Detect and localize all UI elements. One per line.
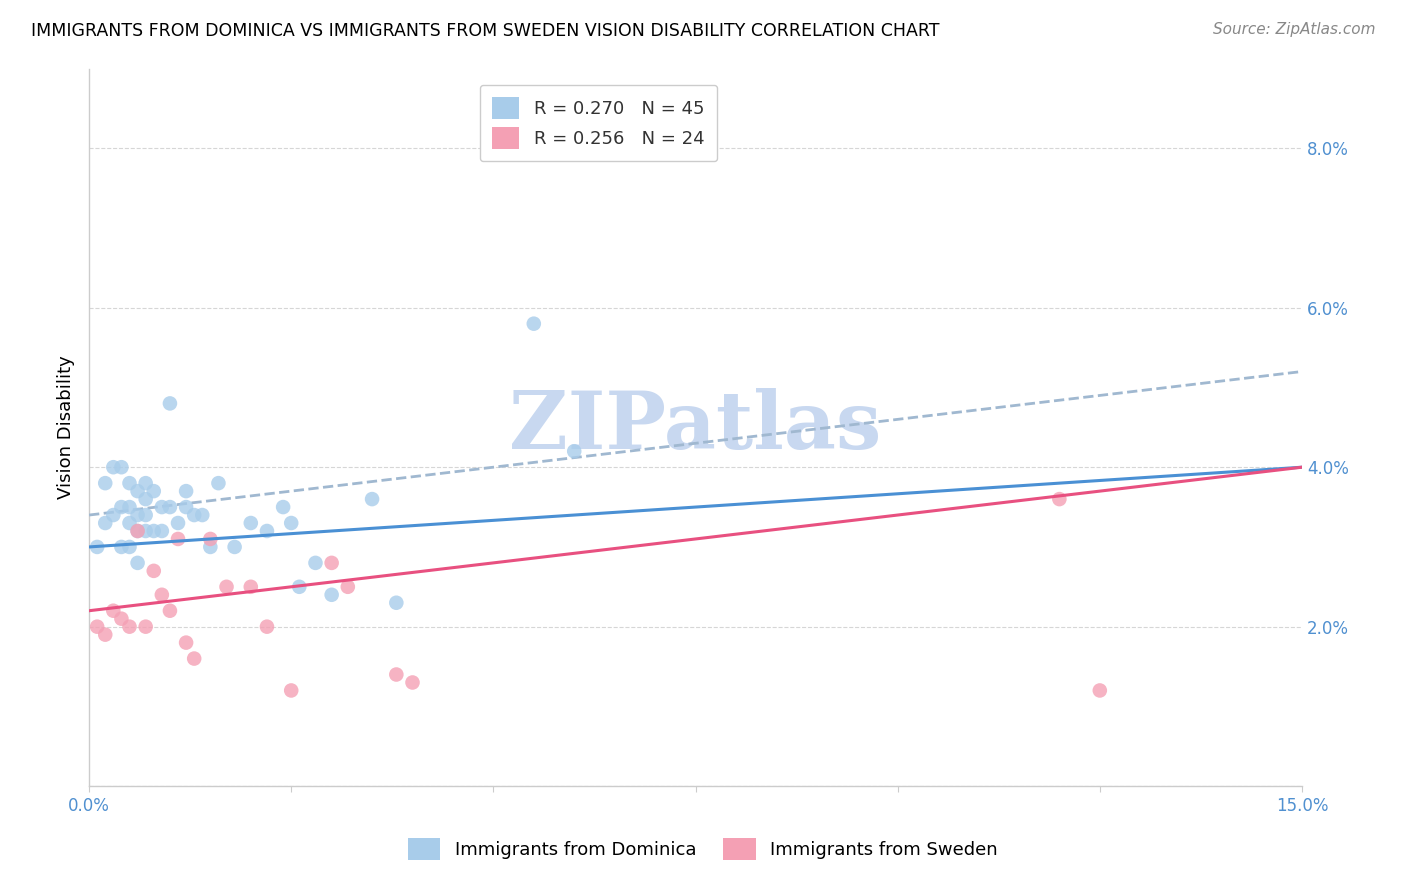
Point <box>321 588 343 602</box>
Point <box>174 500 197 514</box>
Point <box>127 484 149 499</box>
Point <box>271 500 294 514</box>
Point <box>103 460 125 475</box>
Legend: R = 0.270   N = 45, R = 0.256   N = 24: R = 0.270 N = 45, R = 0.256 N = 24 <box>479 85 717 161</box>
Point <box>127 524 149 538</box>
Legend: Immigrants from Dominica, Immigrants from Sweden: Immigrants from Dominica, Immigrants fro… <box>401 830 1005 867</box>
Point <box>336 580 359 594</box>
Point <box>167 516 190 530</box>
Point <box>256 620 278 634</box>
Text: ZIPatlas: ZIPatlas <box>509 388 882 467</box>
Point <box>86 620 108 634</box>
Point <box>94 476 117 491</box>
Point <box>142 524 165 538</box>
Point <box>135 508 157 522</box>
Point <box>401 675 423 690</box>
Point <box>256 524 278 538</box>
Point <box>523 317 546 331</box>
Point <box>135 492 157 507</box>
Point <box>118 620 141 634</box>
Point <box>127 524 149 538</box>
Point <box>110 612 132 626</box>
Point <box>135 524 157 538</box>
Point <box>174 635 197 649</box>
Point <box>183 651 205 665</box>
Point <box>385 596 408 610</box>
Point <box>127 508 149 522</box>
Point <box>159 500 181 514</box>
Point <box>562 444 585 458</box>
Point <box>86 540 108 554</box>
Text: IMMIGRANTS FROM DOMINICA VS IMMIGRANTS FROM SWEDEN VISION DISABILITY CORRELATION: IMMIGRANTS FROM DOMINICA VS IMMIGRANTS F… <box>31 22 939 40</box>
Point <box>142 484 165 499</box>
Point <box>183 508 205 522</box>
Point <box>94 516 117 530</box>
Point <box>159 396 181 410</box>
Point <box>304 556 326 570</box>
Point <box>385 667 408 681</box>
Point <box>191 508 214 522</box>
Point <box>224 540 246 554</box>
Text: Source: ZipAtlas.com: Source: ZipAtlas.com <box>1212 22 1375 37</box>
Point <box>135 476 157 491</box>
Point <box>239 580 262 594</box>
Point <box>135 620 157 634</box>
Point <box>94 627 117 641</box>
Point <box>110 540 132 554</box>
Point <box>288 580 311 594</box>
Point <box>150 500 173 514</box>
Point <box>127 556 149 570</box>
Point <box>1047 492 1070 507</box>
Point <box>118 500 141 514</box>
Point <box>103 604 125 618</box>
Point <box>361 492 384 507</box>
Point <box>200 532 222 546</box>
Point <box>110 460 132 475</box>
Point <box>1088 683 1111 698</box>
Y-axis label: Vision Disability: Vision Disability <box>58 355 75 500</box>
Point <box>150 524 173 538</box>
Point <box>280 683 302 698</box>
Point <box>150 588 173 602</box>
Point <box>174 484 197 499</box>
Point <box>321 556 343 570</box>
Point <box>200 540 222 554</box>
Point <box>142 564 165 578</box>
Point <box>118 540 141 554</box>
Point <box>159 604 181 618</box>
Point <box>207 476 229 491</box>
Point <box>239 516 262 530</box>
Point <box>118 476 141 491</box>
Point <box>167 532 190 546</box>
Point <box>280 516 302 530</box>
Point <box>110 500 132 514</box>
Point <box>215 580 238 594</box>
Point <box>118 516 141 530</box>
Point <box>103 508 125 522</box>
